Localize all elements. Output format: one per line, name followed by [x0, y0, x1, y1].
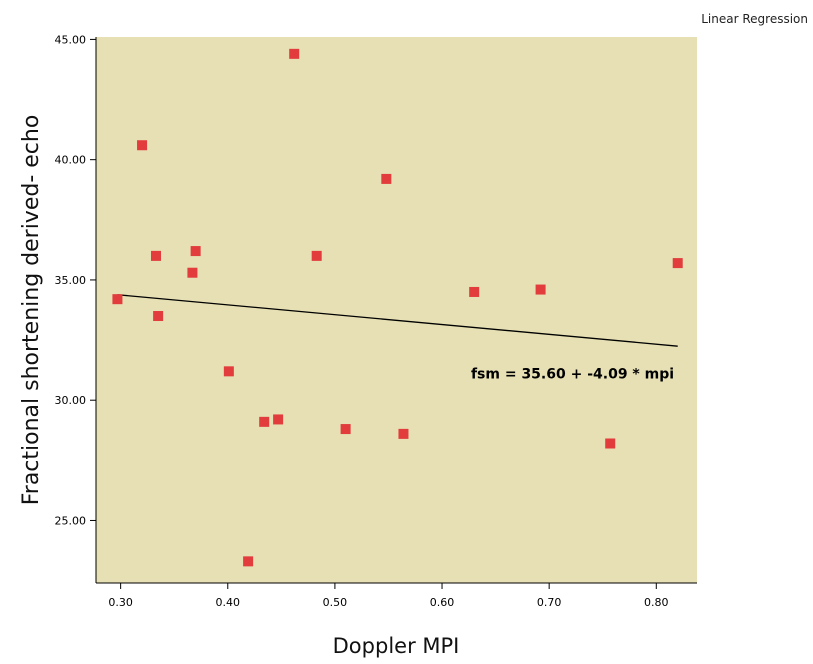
- x-axis-title: Doppler MPI: [333, 634, 460, 658]
- data-point: [150, 250, 161, 261]
- regression-fit: [117, 294, 678, 347]
- y-tick-label: 25.00: [55, 514, 87, 527]
- x-tick-label: 0.80: [644, 596, 669, 609]
- x-tick-label: 0.40: [216, 596, 241, 609]
- data-point: [187, 267, 198, 278]
- plot-area: [96, 37, 697, 583]
- data-point: [672, 258, 683, 269]
- x-tick-label: 0.70: [537, 596, 562, 609]
- y-tick-label: 45.00: [55, 33, 87, 46]
- data-point: [535, 284, 546, 295]
- chart-type-label: Linear Regression: [701, 12, 808, 26]
- y-tick-label: 35.00: [55, 274, 87, 287]
- plot-background: [96, 37, 697, 583]
- data-points: [112, 48, 683, 567]
- axes: 0.30 0.40 0.50 0.60 0.70 0.80 25.00 30.00 35.00 4…: [55, 33, 697, 609]
- y-tick-label: 30.00: [55, 394, 87, 407]
- regression-equation: fsm = 35.60 + -4.09 * mpi: [471, 367, 674, 383]
- data-point: [469, 286, 480, 297]
- data-point: [112, 294, 123, 305]
- x-tick-label: 0.50: [323, 596, 348, 609]
- data-point: [381, 173, 392, 184]
- y-tick-label: 40.00: [55, 154, 87, 167]
- x-tick-label: 0.30: [108, 596, 133, 609]
- data-point: [243, 556, 254, 567]
- data-point: [273, 414, 284, 425]
- data-point: [223, 366, 234, 377]
- data-point: [259, 416, 270, 427]
- data-point: [340, 424, 351, 435]
- data-point: [289, 48, 300, 59]
- data-point: [153, 311, 164, 322]
- data-point: [137, 140, 148, 151]
- regression-line: [117, 294, 678, 347]
- data-point: [190, 246, 201, 257]
- data-point: [605, 438, 616, 449]
- data-point: [311, 250, 322, 261]
- data-point: [398, 428, 409, 439]
- y-axis-title: Fractional shortening derived- echo: [19, 115, 44, 506]
- x-tick-label: 0.60: [430, 596, 455, 609]
